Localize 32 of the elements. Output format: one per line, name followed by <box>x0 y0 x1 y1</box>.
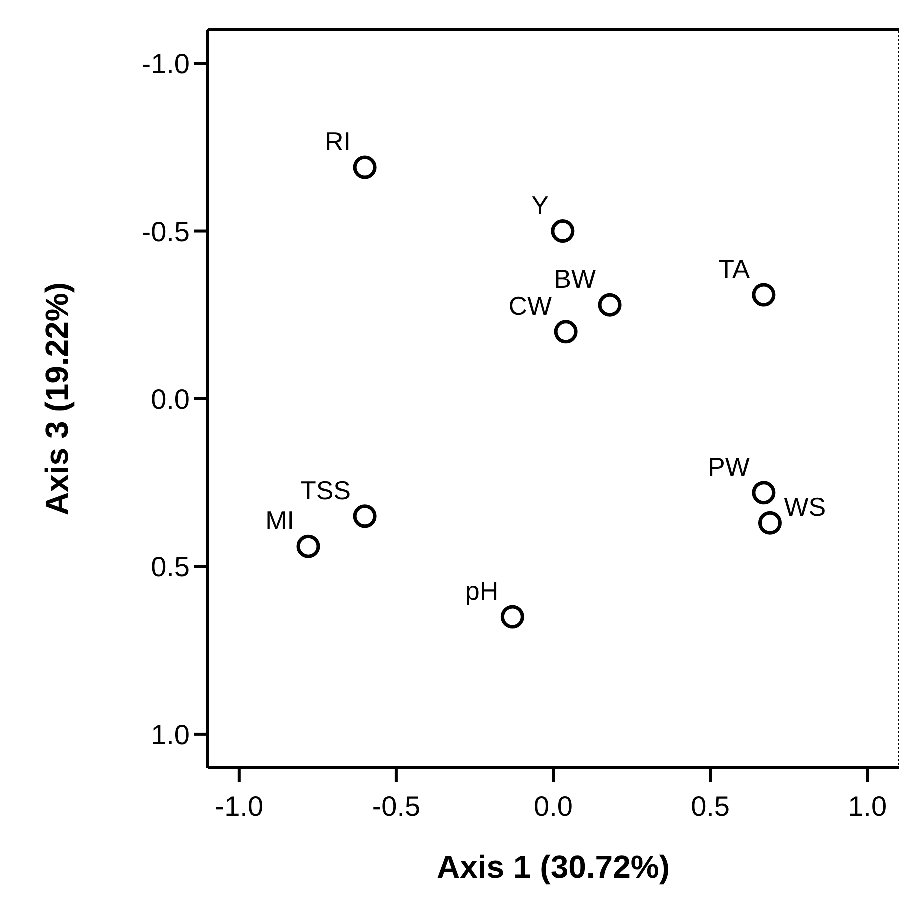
x-tick-label: 0.5 <box>691 791 730 822</box>
point <box>752 481 776 505</box>
x-tick-label: -0.5 <box>372 791 421 822</box>
annotation: TA <box>718 254 751 284</box>
x-axis-title: Axis 1 (30.72%) <box>436 849 670 885</box>
y-tick-label: -1.0 <box>142 48 190 80</box>
annotation: Y <box>532 190 549 220</box>
y-tick-label: -0.5 <box>142 216 190 248</box>
y-tick-label: 0.5 <box>151 552 190 583</box>
annotation: BW <box>554 264 596 294</box>
point <box>598 293 622 317</box>
annotation: MI <box>266 506 295 536</box>
y-tick-label: 0.0 <box>151 384 190 415</box>
point <box>551 220 575 244</box>
point <box>758 511 782 535</box>
point <box>296 534 320 558</box>
point <box>752 283 776 307</box>
annotation: PW <box>708 452 750 482</box>
annotation: CW <box>508 290 553 321</box>
y-tick-label: 1.0 <box>151 719 190 750</box>
y-axis-title: Axis 3 (19.22%) <box>39 282 75 516</box>
point <box>500 605 524 629</box>
annotation: TSS <box>300 475 352 506</box>
point <box>353 156 377 180</box>
x-tick-label: 0.0 <box>534 791 573 822</box>
point <box>353 504 377 528</box>
x-tick-label: 1.0 <box>848 791 888 822</box>
x-tick-label: -1.0 <box>215 791 264 822</box>
annotation: WS <box>784 492 826 522</box>
point <box>554 320 578 344</box>
annotation: pH <box>465 576 499 606</box>
annotation: RI <box>325 126 352 157</box>
